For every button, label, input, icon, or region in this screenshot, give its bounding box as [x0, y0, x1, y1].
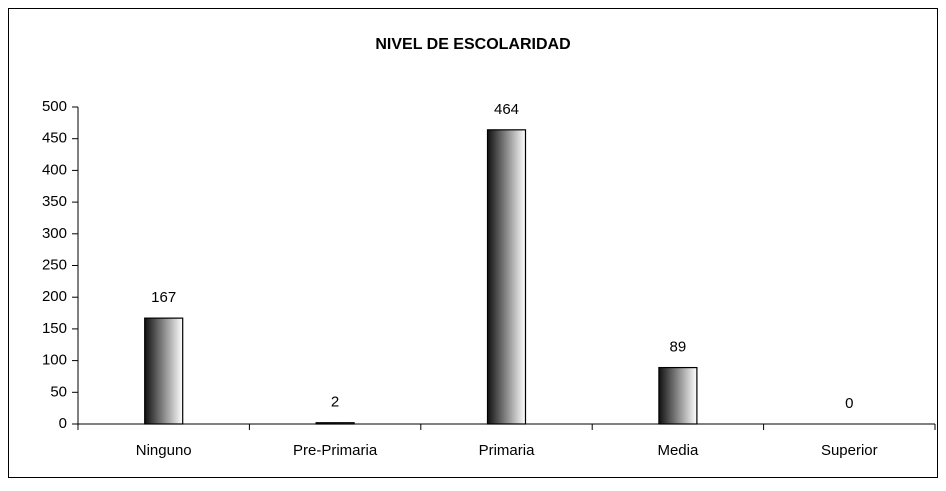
chart-title: NIVEL DE ESCOLARIDAD	[375, 36, 570, 53]
x-tick-label: Media	[657, 442, 699, 459]
x-tick-label: Superior	[821, 442, 878, 459]
bar	[486, 129, 527, 425]
data-label: 167	[151, 289, 176, 306]
x-tick-label: Pre-Primaria	[293, 442, 378, 459]
x-tick-label: Ninguno	[136, 442, 192, 459]
y-tick-label: 100	[42, 352, 67, 369]
y-tick-label: 150	[42, 320, 67, 337]
y-tick-label: 50	[50, 383, 67, 400]
data-label: 464	[494, 101, 519, 118]
y-tick-label: 500	[42, 98, 67, 115]
y-tick-label: 200	[42, 288, 67, 305]
y-tick-label: 350	[42, 193, 67, 210]
y-tick-label: 0	[59, 415, 67, 432]
data-label: 2	[331, 394, 339, 411]
y-tick-label: 250	[42, 256, 67, 273]
bar	[315, 422, 355, 425]
y-tick-label: 450	[42, 130, 67, 147]
bar	[658, 366, 698, 425]
data-label: 0	[845, 395, 853, 412]
bar	[144, 317, 184, 425]
y-tick-label: 400	[42, 161, 67, 178]
y-tick-label: 300	[42, 225, 67, 242]
x-tick-label: Primaria	[479, 442, 535, 459]
data-label: 89	[670, 339, 687, 356]
